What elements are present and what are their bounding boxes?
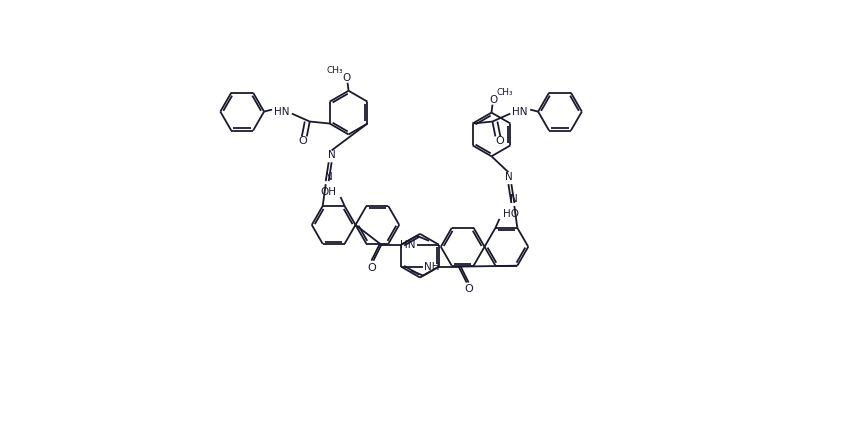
Text: N: N [325,172,332,182]
Text: O: O [464,285,473,294]
Text: N: N [510,194,519,204]
Text: O: O [299,136,307,147]
Text: CH₃: CH₃ [497,88,513,97]
Text: HO: HO [503,209,519,219]
Text: NH: NH [424,261,440,272]
Text: O: O [367,263,376,273]
Text: N: N [327,150,336,160]
Text: O: O [489,95,497,105]
Text: O: O [495,136,503,147]
Text: HN: HN [274,107,289,117]
Text: HN: HN [513,107,528,117]
Text: N: N [504,172,513,182]
Text: OH: OH [321,187,337,197]
Text: HN: HN [400,240,416,250]
Text: CH₃: CH₃ [327,67,343,75]
Text: O: O [343,73,351,83]
